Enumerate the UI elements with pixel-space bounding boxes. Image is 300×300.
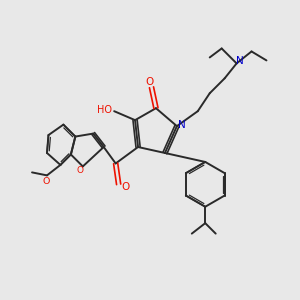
Text: HO: HO [97, 105, 112, 115]
Text: O: O [43, 177, 50, 186]
Text: O: O [121, 182, 129, 192]
Text: O: O [76, 166, 83, 175]
Text: O: O [146, 77, 154, 87]
Text: N: N [178, 120, 186, 130]
Text: N: N [236, 56, 244, 66]
